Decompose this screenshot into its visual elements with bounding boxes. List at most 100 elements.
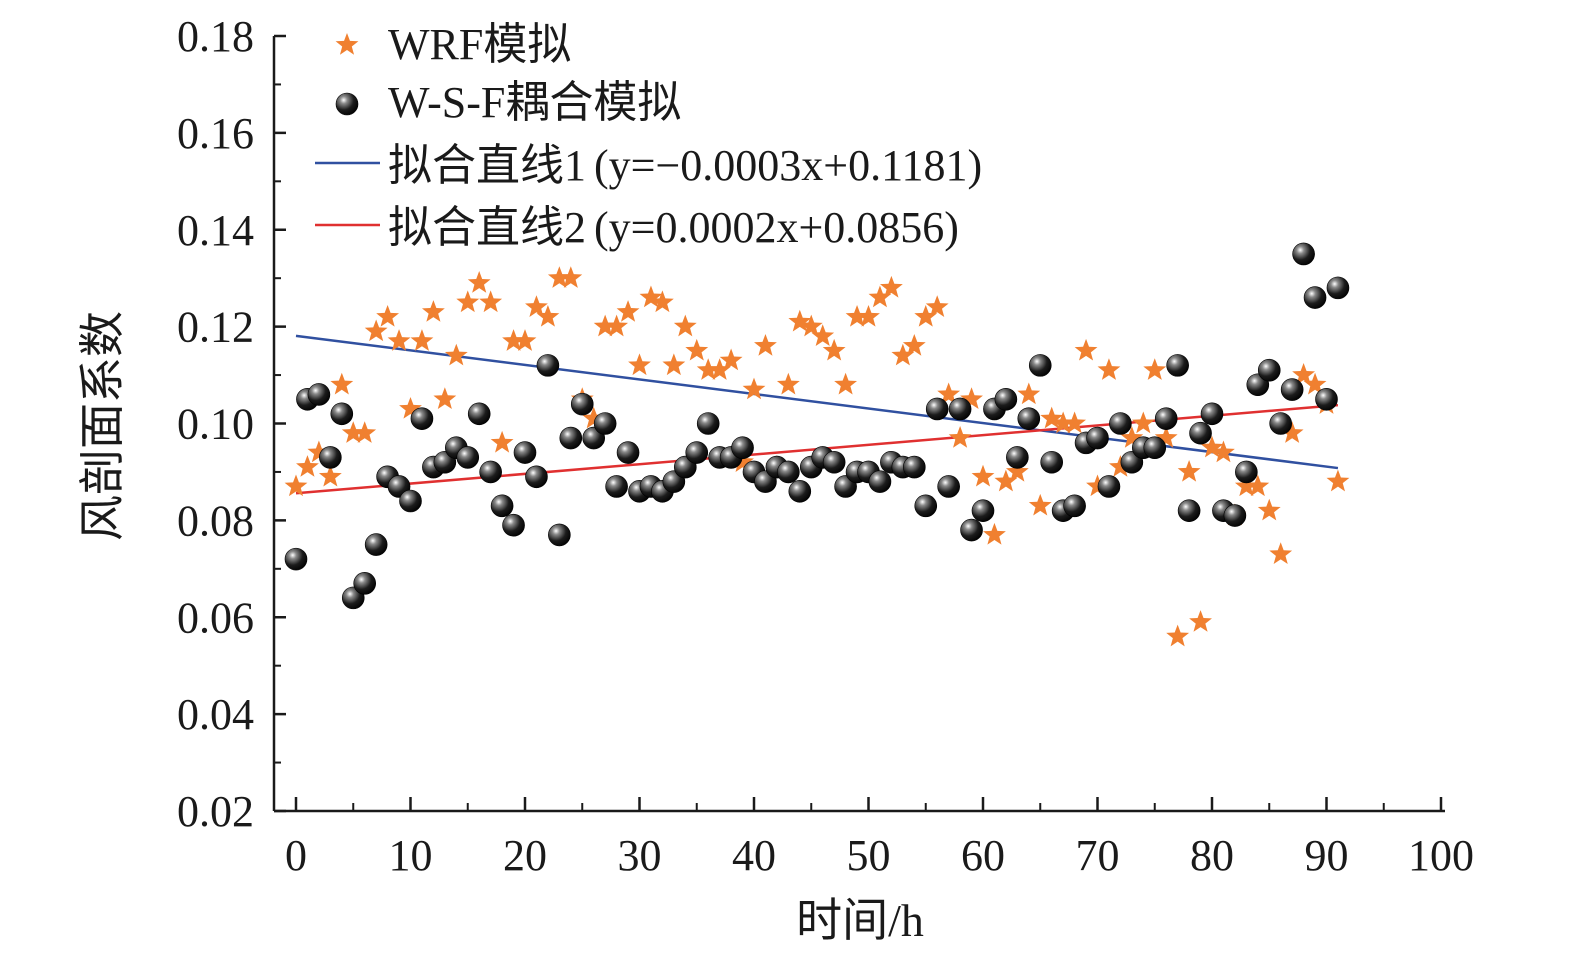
wsf-point (925, 397, 949, 421)
y-tick-label: 0.08 (177, 496, 254, 545)
wsf-point (1280, 378, 1304, 401)
wrf-point (902, 334, 926, 356)
wsf-point (353, 572, 377, 595)
wrf-point (1086, 474, 1109, 497)
wsf-point (1086, 426, 1109, 450)
wsf-point (616, 441, 640, 464)
y-tick-label: 0.12 (177, 303, 254, 352)
wrf-point (421, 300, 445, 322)
wrf-point (1212, 440, 1235, 463)
wsf-point (777, 460, 800, 484)
wrf-point (353, 421, 377, 443)
legend-fit1-name: 拟合直线1 (388, 141, 586, 190)
wsf-point (1166, 354, 1189, 377)
wsf-point (319, 446, 342, 469)
wrf-point (1051, 411, 1075, 434)
legend-fit2-label: 拟合直线2 (y=0.0002x+0.0856) (388, 203, 959, 252)
wrf-point (387, 329, 411, 351)
wrf-point (948, 426, 972, 448)
wsf-point (1257, 358, 1281, 382)
wrf-point (937, 382, 961, 405)
wsf-point (570, 392, 594, 416)
wsf-point (948, 397, 972, 421)
wsf-point (307, 383, 331, 406)
wsf-point (467, 402, 491, 426)
wsf-point (971, 499, 995, 522)
wsf-point (605, 475, 628, 498)
legend-wrf-marker (335, 33, 359, 55)
wrf-point (616, 300, 640, 322)
wrf-point (925, 295, 949, 317)
wsf-point (1326, 276, 1350, 300)
wrf-point (1166, 624, 1190, 647)
y-tick-label: 0.16 (177, 109, 254, 158)
wrf-point (914, 304, 938, 327)
x-axis-title: 时间/h (796, 895, 924, 946)
wsf-point (559, 426, 583, 450)
wrf-point (1143, 358, 1167, 380)
x-tick-label: 40 (732, 831, 776, 880)
legend-fit1-equation: (y=−0.0003x+0.1181) (594, 141, 982, 190)
wrf-point (1189, 610, 1212, 632)
wsf-point (1189, 421, 1212, 445)
wsf-point (1177, 499, 1201, 522)
wsf-point (868, 470, 892, 493)
wrf-point (879, 275, 903, 298)
wsf-point (937, 475, 960, 498)
wsf-point (1315, 387, 1338, 411)
wsf-point (410, 407, 434, 430)
wrf-point (444, 343, 468, 366)
y-tick-label: 0.10 (177, 400, 254, 449)
wsf-point (513, 441, 537, 464)
series-wrf (284, 266, 1350, 647)
wsf-point (1269, 412, 1292, 435)
wrf-point (776, 372, 800, 395)
wrf-point (1131, 411, 1155, 434)
wrf-point (307, 440, 331, 463)
wsf-point (902, 455, 926, 479)
wrf-point (983, 522, 1006, 545)
wrf-point (433, 387, 457, 409)
wrf-point (318, 464, 342, 487)
wrf-point (1280, 421, 1304, 443)
wrf-point (1005, 459, 1029, 482)
wrf-point (822, 338, 846, 361)
x-tick-label: 50 (847, 831, 891, 880)
wrf-point (719, 348, 743, 371)
wrf-point (891, 343, 915, 366)
x-tick-label: 30 (618, 831, 662, 880)
wsf-point (1109, 412, 1132, 435)
wrf-point (845, 304, 869, 327)
wrf-point (490, 430, 514, 453)
wrf-point (547, 266, 571, 288)
wsf-point (284, 547, 308, 571)
wsf-point (960, 518, 983, 542)
y-tick-label: 0.04 (177, 690, 254, 739)
wrf-point (525, 295, 548, 317)
wrf-point (1326, 469, 1350, 492)
wsf-point (502, 513, 525, 537)
wrf-point (284, 474, 308, 497)
wsf-point (548, 523, 571, 547)
wrf-point (399, 396, 422, 419)
wsf-point (822, 450, 846, 474)
wsf-point (685, 441, 709, 464)
x-tick-label: 80 (1190, 831, 1234, 880)
wrf-point (582, 406, 606, 429)
wrf-point (559, 266, 583, 288)
wrf-point (1108, 455, 1132, 477)
wsf-point (1040, 450, 1063, 474)
wrf-point (834, 372, 858, 395)
wsf-point (399, 489, 422, 513)
wrf-point (1120, 426, 1144, 448)
wsf-point (1028, 354, 1052, 377)
wrf-point (1200, 435, 1224, 458)
wrf-point (639, 285, 663, 308)
wrf-point (696, 358, 720, 380)
wsf-point (914, 494, 938, 518)
wrf-point (994, 469, 1018, 492)
wrf-point (605, 314, 629, 337)
wsf-point (1223, 504, 1247, 527)
legend-fit2-equation: (y=0.0002x+0.0856) (594, 203, 959, 252)
